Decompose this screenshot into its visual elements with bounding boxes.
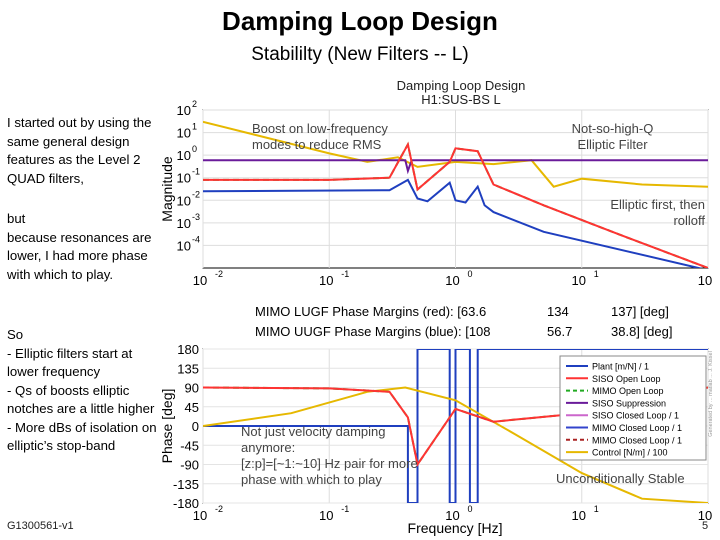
mag-y-tick-exponent: -2	[192, 189, 200, 199]
magnitude-x-ticks: 10-210-1100101102	[193, 269, 712, 288]
phase-x-tick-exponent: -1	[341, 504, 349, 514]
mag-y-tick-label: 10	[177, 103, 191, 118]
phase-x-tick-label: 10	[698, 508, 712, 523]
legend-entry-label: SISO Suppression	[592, 398, 666, 408]
phase-axis-label: Phase [deg]	[160, 389, 175, 464]
mag-y-tick-label: 10	[177, 171, 191, 186]
margins-blue-value-1: 56.7	[547, 324, 572, 339]
left-text-but: but because resonances are lower, I had …	[7, 211, 152, 282]
mag-y-tick-exponent: 1	[192, 122, 197, 132]
mag-x-tick-exponent: -2	[215, 269, 223, 279]
legend-entry-label: MIMO Closed Loop / 1	[592, 435, 682, 445]
phase-x-tick-label: 10	[572, 508, 586, 523]
mag-y-tick-exponent: -1	[192, 167, 200, 177]
magnitude-axis-label: Magnitude	[160, 156, 175, 222]
magnitude-series	[203, 120, 708, 268]
margins-blue-value-2: 38.8] [deg]	[611, 324, 672, 339]
legend-entry-label: MIMO Closed Loop / 1	[592, 423, 682, 433]
bode-figure: Damping Loop Design H1:SUS-BS L Magnitud…	[160, 78, 714, 536]
legend: Plant [m/N] / 1 SISO Open Loop MIMO Open L…	[559, 355, 707, 461]
phase-y-tick-label: -90	[180, 458, 199, 473]
phase-y-tick-label: 180	[177, 342, 199, 357]
legend-entry-label: SISO Closed Loop / 1	[592, 411, 679, 421]
slide-title: Damping Loop Design	[222, 6, 498, 36]
phase-x-tick-exponent: 0	[468, 504, 473, 514]
phase-x-tick-label: 10	[319, 508, 333, 523]
legend-entry-label: Plant [m/N] / 1	[592, 362, 649, 372]
phase-y-ticks: 180 135 90 45 0 -45 -90 -135 -180	[173, 342, 199, 511]
magnitude-grid	[202, 109, 709, 268]
phase-series-control-n-m-100	[203, 386, 708, 503]
margins-red-label: MIMO LUGF Phase Margins (red): [63.6	[255, 304, 486, 319]
mag-x-tick-label: 10	[572, 273, 586, 288]
mag-y-tick-label: 10	[177, 193, 191, 208]
phase-y-tick-label: -180	[173, 496, 199, 511]
mag-y-tick-exponent: -3	[192, 212, 200, 222]
phase-x-tick-label: 10	[445, 508, 459, 523]
phase-y-tick-label: 45	[185, 400, 199, 415]
side-stamp: Generated by ... matlab ... J. Kissel	[708, 351, 714, 437]
slide-number: 5	[702, 520, 709, 532]
phase-x-tick-exponent: 1	[594, 504, 599, 514]
margins-red-value-2: 137] [deg]	[611, 304, 669, 319]
figure-title: Damping Loop Design	[397, 78, 526, 93]
figure-subtitle: H1:SUS-BS L	[421, 92, 500, 107]
phase-y-tick-label: 135	[177, 361, 199, 376]
phase-x-ticks: 10-210-1100101102	[193, 504, 712, 523]
mag-x-tick-exponent: -1	[341, 269, 349, 279]
mag-series-plant-m-n-1	[203, 178, 703, 268]
mag-x-tick-label: 10	[319, 273, 333, 288]
mag-y-tick-label: 10	[177, 148, 191, 163]
note-stable: Unconditionally Stable	[556, 471, 685, 486]
mag-y-tick-label: 10	[177, 238, 191, 253]
mag-x-tick-exponent: 1	[594, 269, 599, 279]
mag-y-tick-exponent: 0	[192, 144, 197, 154]
mag-x-tick-label: 10	[698, 273, 712, 288]
note-boost: Boost on low-frequency modes to reduce R…	[252, 121, 388, 152]
mag-x-tick-label: 10	[193, 273, 207, 288]
phase-series-siso-open-loop	[203, 386, 708, 468]
mag-y-tick-exponent: 2	[192, 99, 197, 109]
note-velocity: Not just velocity damping anymore: [z:p]…	[241, 424, 418, 487]
footer-document-id: G1300561-v1	[7, 520, 74, 532]
mag-y-tick-label: 10	[177, 126, 191, 141]
phase-x-tick-exponent: -2	[215, 504, 223, 514]
mag-y-tick-exponent: -4	[192, 234, 200, 244]
mag-x-tick-label: 10	[445, 273, 459, 288]
phase-series	[203, 349, 708, 503]
margins-blue-label: MIMO UUGF Phase Margins (blue): [108	[255, 324, 491, 339]
margins-red-value-1: 134	[547, 304, 569, 319]
phase-y-tick-label: 90	[185, 381, 199, 396]
legend-entry-label: Control [N/m] / 100	[592, 448, 668, 458]
slide-subtitle: Stabililty (New Filters -- L)	[251, 44, 469, 65]
left-text-intro: I started out by using the same general …	[7, 115, 152, 186]
phase-y-tick-label: -45	[180, 438, 199, 453]
mag-series-siso-open-loop	[203, 141, 708, 268]
note-rolloff: Elliptic first, then rolloff	[610, 197, 705, 228]
left-text-so: So - Elliptic filters start at lower fre…	[7, 327, 157, 453]
legend-entry-label: MIMO Open Loop	[592, 386, 664, 396]
mag-x-tick-exponent: 0	[468, 269, 473, 279]
mag-y-tick-label: 10	[177, 216, 191, 231]
phase-x-tick-label: 10	[193, 508, 207, 523]
phase-y-tick-label: 0	[192, 419, 199, 434]
note-elliptic: Not-so-high-Q Elliptic Filter	[571, 121, 654, 152]
legend-box	[559, 355, 707, 461]
x-axis-label: Frequency [Hz]	[408, 520, 503, 536]
legend-entry-label: SISO Open Loop	[592, 374, 661, 384]
phase-y-tick-label: -135	[173, 477, 199, 492]
